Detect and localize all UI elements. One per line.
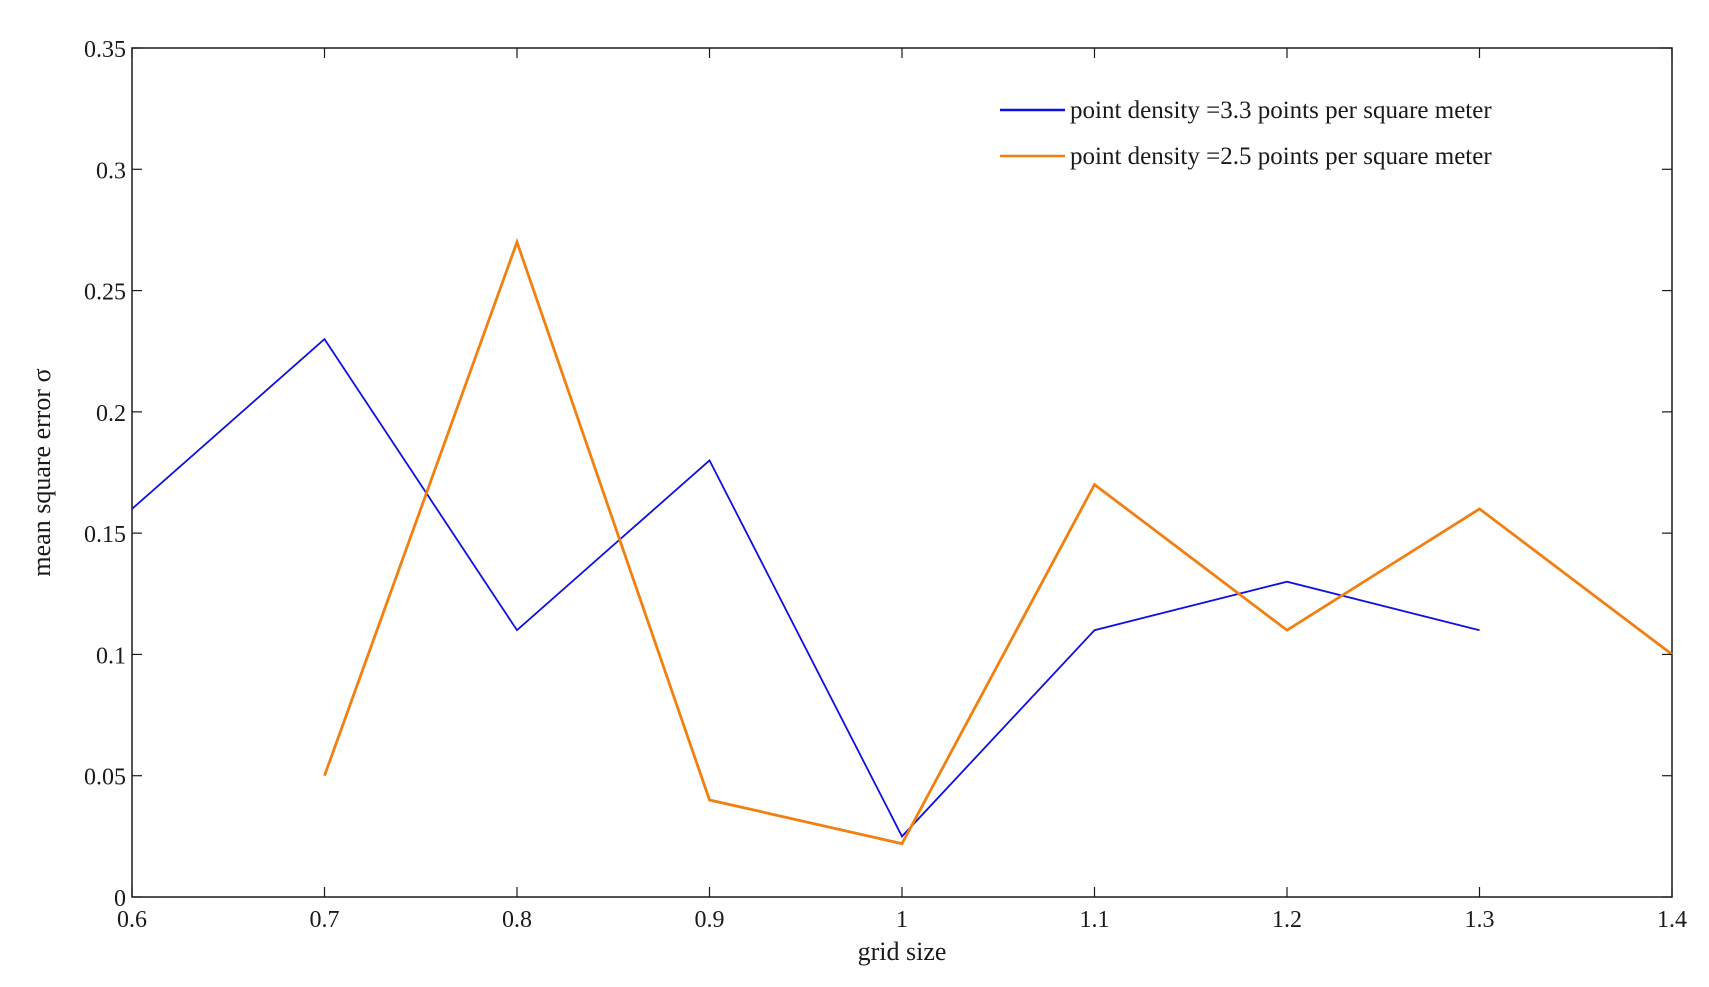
y-tick-label: 0.35 <box>84 37 126 63</box>
y-tick-label: 0.15 <box>84 522 126 548</box>
y-tick-label: 0.05 <box>84 765 126 791</box>
y-tick-label: 0.25 <box>84 280 126 306</box>
x-tick-label: 1.1 <box>1080 907 1110 933</box>
series-line-2 <box>323 237 1673 846</box>
legend: point density =3.3 points per square met… <box>1000 97 1492 170</box>
x-tick-label: 0.6 <box>117 907 147 933</box>
ticks-layer: 0.6 0.7 0.8 0.9 1 1.1 1.2 1.3 1.4 0 0.05 0.1 0.15 0.2… <box>84 37 1687 933</box>
x-tick-label: 1.3 <box>1465 907 1495 933</box>
legend-label-1: point density =3.3 points per square met… <box>1070 97 1492 124</box>
y-tick-label: 0 <box>114 886 126 912</box>
y-tick-label: 0.3 <box>96 158 126 184</box>
x-tick-label: 1.4 <box>1657 907 1687 933</box>
y-axis-title: mean square error σ <box>27 368 56 576</box>
x-axis-title: grid size <box>858 937 947 966</box>
series-layer <box>131 237 1673 846</box>
x-tick-label: 0.7 <box>310 907 340 933</box>
x-tick-label: 1 <box>896 907 908 933</box>
x-tick-label: 0.8 <box>502 907 532 933</box>
y-tick-label: 0.1 <box>96 643 126 669</box>
x-tick-label: 0.9 <box>695 907 725 933</box>
series-line-1 <box>131 337 1480 838</box>
legend-label-2: point density =2.5 points per square met… <box>1070 143 1492 170</box>
x-tick-label: 1.2 <box>1272 907 1302 933</box>
y-tick-label: 0.2 <box>96 401 126 427</box>
